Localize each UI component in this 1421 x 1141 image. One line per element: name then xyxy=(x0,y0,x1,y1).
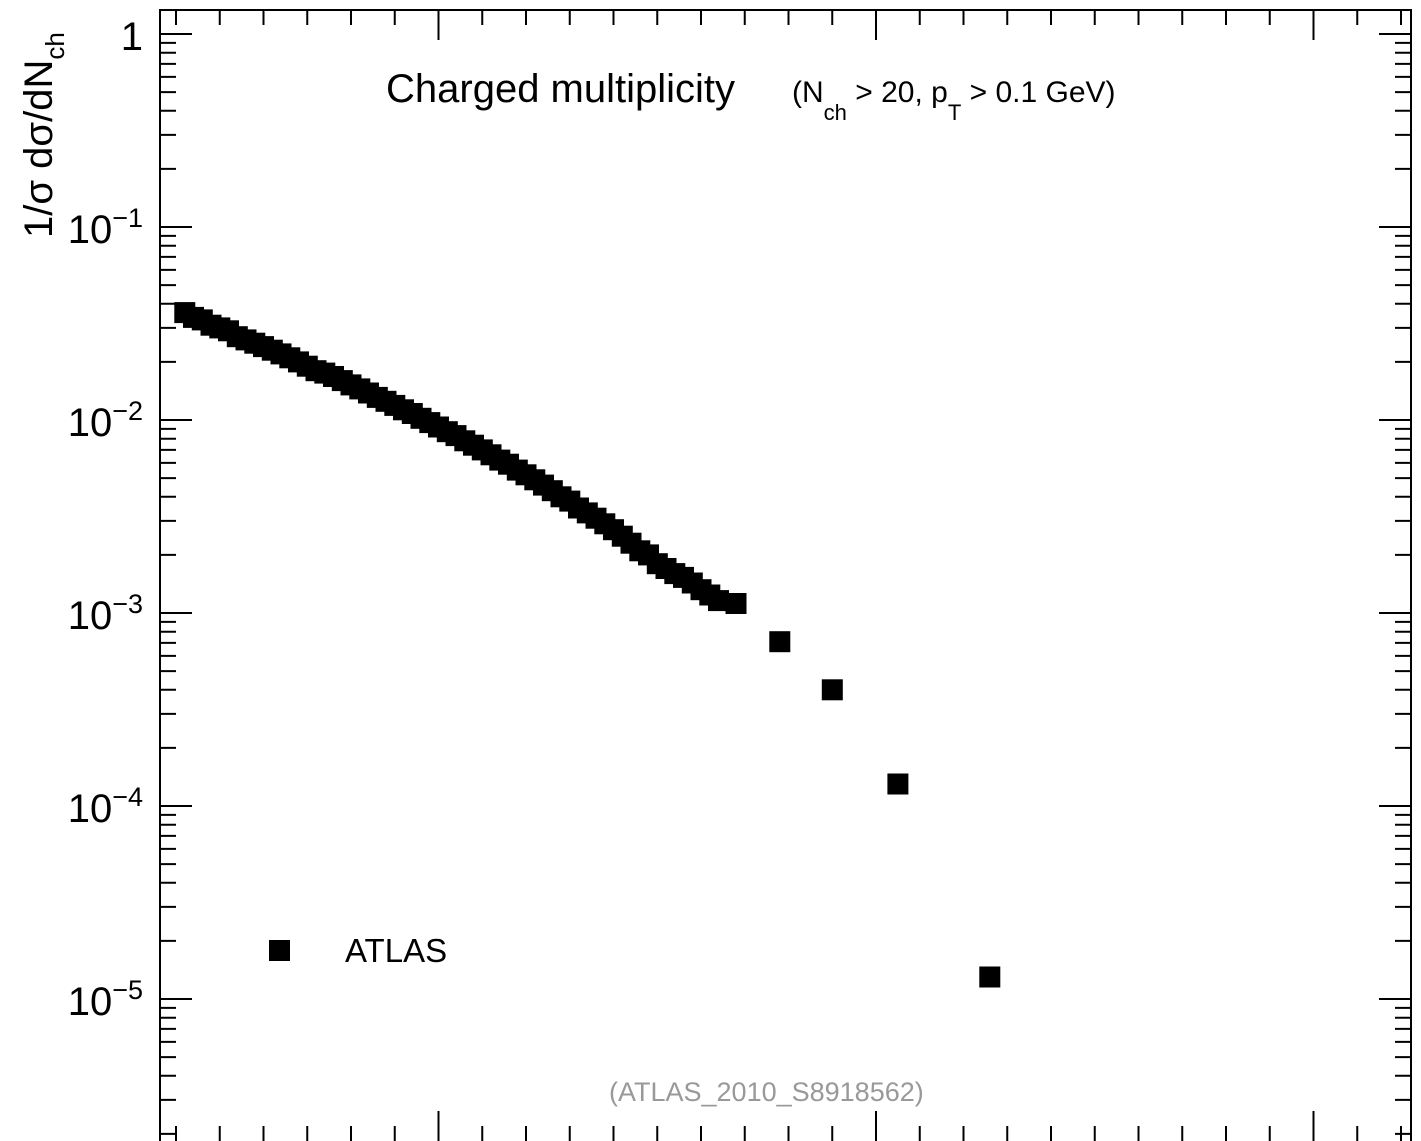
y-tick-label-2: 10−2 xyxy=(68,396,143,445)
title: Charged multiplicity (Nch > 20, pT > 0.1… xyxy=(386,67,1116,125)
y-tick-labels: 1 10−1 10−2 10−3 10−4 10−5 xyxy=(68,15,143,1024)
data-point xyxy=(887,773,909,795)
source-label: (ATLAS_2010_S8918562) xyxy=(609,1077,924,1107)
legend: ATLAS xyxy=(269,932,447,969)
data-point xyxy=(821,679,843,701)
chart-title-conditions: (Nch > 20, pT > 0.1 GeV) xyxy=(792,76,1116,125)
legend-entry-atlas: ATLAS xyxy=(345,932,447,969)
chart-title: Charged multiplicity xyxy=(386,67,735,111)
y-tick-label-1: 10−1 xyxy=(68,203,143,252)
tick-marks xyxy=(160,10,1411,1141)
plot-frame xyxy=(159,9,1412,1141)
axis-ticks xyxy=(160,10,1411,1141)
data-point xyxy=(769,631,791,653)
y-tick-label-4: 10−4 xyxy=(68,782,143,831)
data-points xyxy=(174,302,1001,988)
y-tick-label-3: 10−3 xyxy=(68,589,143,638)
data-point xyxy=(708,590,729,612)
data-point xyxy=(979,966,1001,988)
y-tick-label-5: 10−5 xyxy=(68,975,143,1024)
data-point xyxy=(725,593,747,614)
legend-marker xyxy=(269,940,290,961)
y-axis-label: 1/σ dσ/dNch xyxy=(17,32,70,238)
y-tick-label-0: 1 xyxy=(121,15,143,59)
